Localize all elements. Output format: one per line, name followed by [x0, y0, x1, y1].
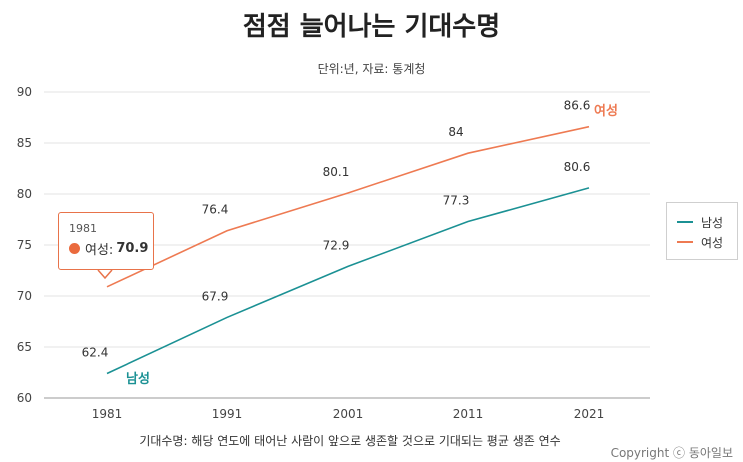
legend-item-female[interactable]: 여성	[677, 234, 723, 250]
y-tick-label: 90	[17, 85, 32, 99]
tooltip-dot-icon	[69, 243, 80, 254]
tooltip-label: 여성:	[85, 243, 114, 258]
legend-label-female: 여성	[701, 235, 724, 250]
x-tick-label: 2011	[453, 407, 484, 421]
data-label-female: 80.1	[323, 165, 350, 179]
y-tick-label: 80	[17, 187, 32, 201]
y-tick-label: 65	[17, 340, 32, 354]
chart-subtitle: 단위:년, 자료: 통계청	[317, 62, 426, 76]
y-tick-label: 60	[17, 391, 32, 405]
series-name-label-male: 남성	[126, 371, 150, 387]
data-label-female: 84	[448, 125, 463, 139]
x-tick-label: 2021	[574, 407, 605, 421]
data-label-male: 80.6	[564, 160, 591, 174]
data-label-female: 86.6	[564, 99, 591, 113]
data-label-male: 67.9	[202, 289, 229, 303]
data-label-male: 72.9	[323, 238, 350, 252]
legend-swatch-male	[677, 221, 693, 223]
y-tick-label: 70	[17, 289, 32, 303]
series-line-female	[106, 125, 590, 288]
x-tick-label: 1991	[212, 407, 243, 421]
legend-item-male[interactable]: 남성	[677, 214, 723, 230]
x-tick-label: 1981	[92, 407, 123, 421]
footnote: 기대수명: 해당 연도에 태어난 사람이 앞으로 생존할 것으로 기대되는 평균…	[139, 434, 561, 448]
legend-swatch-female	[677, 241, 693, 243]
data-label-male: 77.3	[443, 194, 470, 208]
credit: Copyright ⓒ 동아일보	[610, 446, 733, 460]
chart-title: 점점 늘어나는 기대수명	[242, 12, 501, 42]
data-label-male: 62.4	[82, 346, 109, 360]
tooltip-value: 70.9	[116, 241, 149, 256]
series-name-label-female: 여성	[594, 103, 618, 119]
x-tick-label: 2001	[333, 407, 364, 421]
tooltip-pointer	[97, 269, 113, 280]
data-label-female: 76.4	[202, 203, 229, 217]
tooltip-year: 1981	[69, 222, 97, 235]
y-tick-label: 85	[17, 136, 32, 150]
tooltip-row: 여성: 70.9	[69, 239, 148, 258]
y-tick-label: 75	[17, 238, 32, 252]
series-line-male	[106, 187, 590, 375]
legend: 남성 여성	[666, 202, 738, 260]
data-tooltip: 1981 여성: 70.9	[58, 212, 154, 270]
legend-label-male: 남성	[701, 215, 724, 230]
